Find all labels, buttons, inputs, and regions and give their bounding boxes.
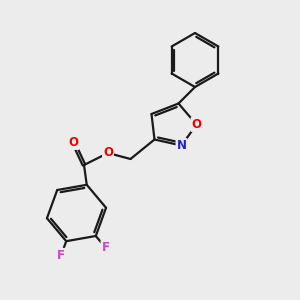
Text: N: N — [176, 139, 187, 152]
Text: F: F — [57, 249, 65, 262]
Text: O: O — [191, 118, 202, 131]
Text: O: O — [103, 146, 113, 160]
Text: O: O — [68, 136, 79, 149]
Text: F: F — [101, 241, 110, 254]
